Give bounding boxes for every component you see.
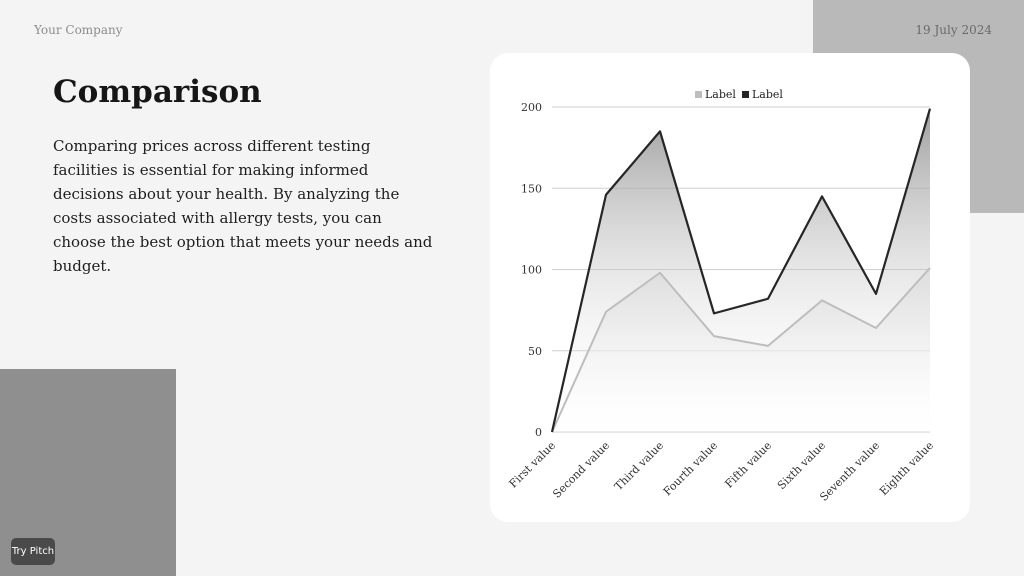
x-tick-label: Sixth value <box>775 439 828 492</box>
x-tick-label: Second value <box>550 439 612 501</box>
legend-swatch <box>742 91 749 98</box>
legend-label: Label <box>752 88 783 101</box>
y-tick-label: 0 <box>535 426 542 439</box>
legend-swatch <box>695 91 702 98</box>
y-tick-label: 100 <box>521 264 542 277</box>
x-tick-label: First value <box>507 439 559 491</box>
x-tick-label: Eighth value <box>877 439 936 498</box>
slide-date: 19 July 2024 <box>915 23 992 37</box>
y-tick-label: 150 <box>521 182 542 195</box>
x-tick-label: Fourth value <box>661 439 720 498</box>
y-tick-label: 200 <box>521 101 542 114</box>
slide-body-text: Comparing prices across different testin… <box>53 137 433 275</box>
series-1-area <box>552 267 930 432</box>
series-1-line <box>551 267 931 433</box>
slide-title: Comparison <box>53 74 262 110</box>
try-pitch-button[interactable]: Try Pitch <box>11 538 55 565</box>
series-2-line <box>550 108 932 433</box>
x-tick-label: Third value <box>612 439 666 493</box>
legend-label: Label <box>705 88 736 101</box>
x-tick-label: Fifth value <box>722 439 774 491</box>
chart-card: 0 50 100 150 200 First value Second value Third… <box>490 53 970 522</box>
y-tick-label: 50 <box>528 345 542 358</box>
company-name: Your Company <box>34 23 123 37</box>
